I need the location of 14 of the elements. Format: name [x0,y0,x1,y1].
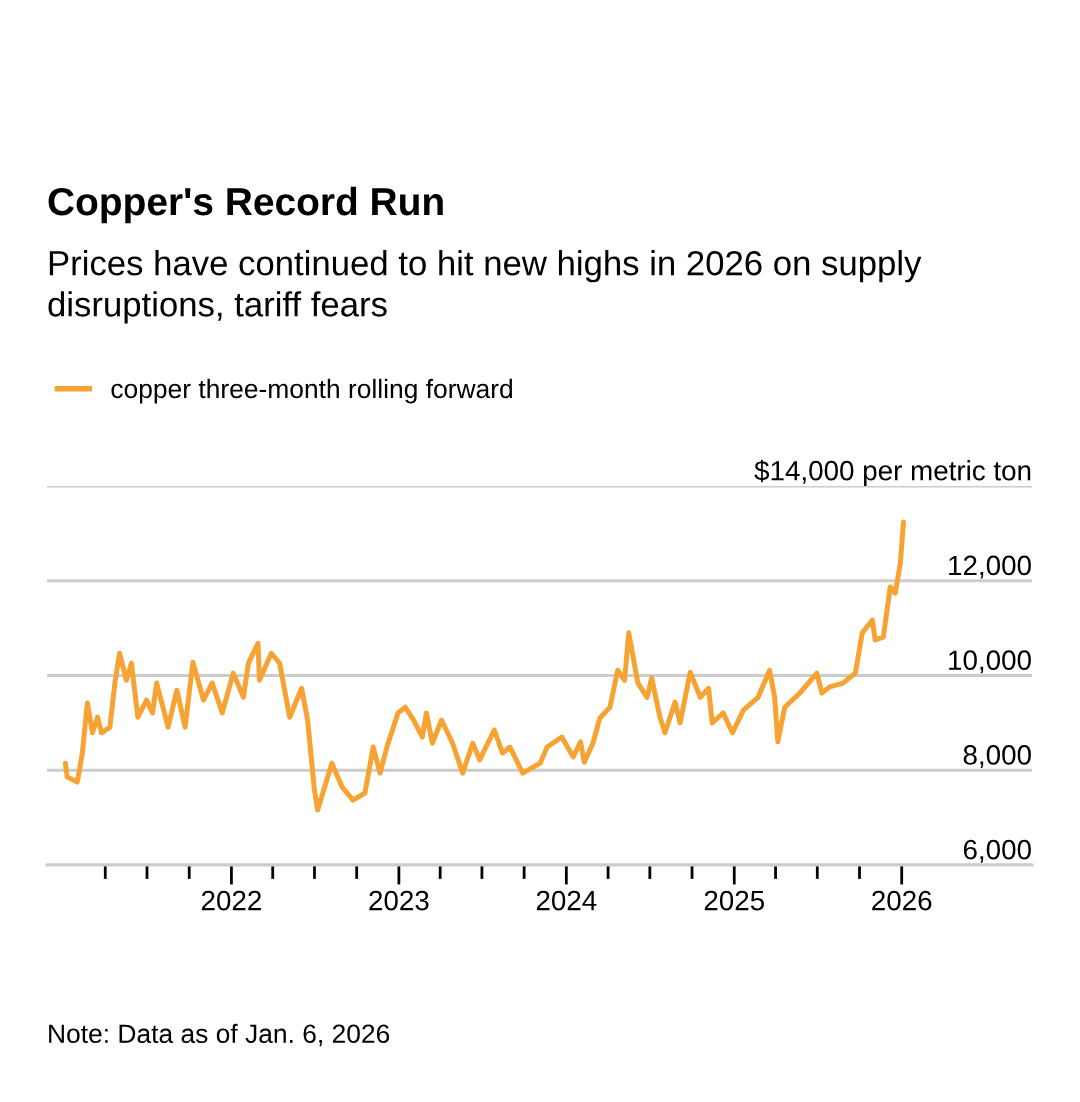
y-tick-label: 6,000 [963,839,1031,863]
x-tick-label: 2022 [201,890,261,911]
x-tick-label: 2025 [704,890,764,911]
x-tick-label: 2024 [536,890,597,911]
x-tick-label: 2023 [369,890,429,911]
legend-label: copper three-month rolling forward [111,378,512,404]
x-tick-label: 2026 [872,890,932,911]
y-tick-label: $14,000 per metric ton [754,459,1031,486]
text: Note: Data as of Jan. 6, 2026 [49,1023,390,1047]
chart-title: Copper's Record Run [48,186,443,224]
chart-subtitle: Prices have continued to hit new highs in 2026 on supply disruptions, tariff fears [48,250,922,324]
y-tick-label: 12,000 [949,555,1031,579]
y-tick-label: 10,000 [949,650,1031,674]
y-tick-label: 8,000 [963,745,1031,769]
